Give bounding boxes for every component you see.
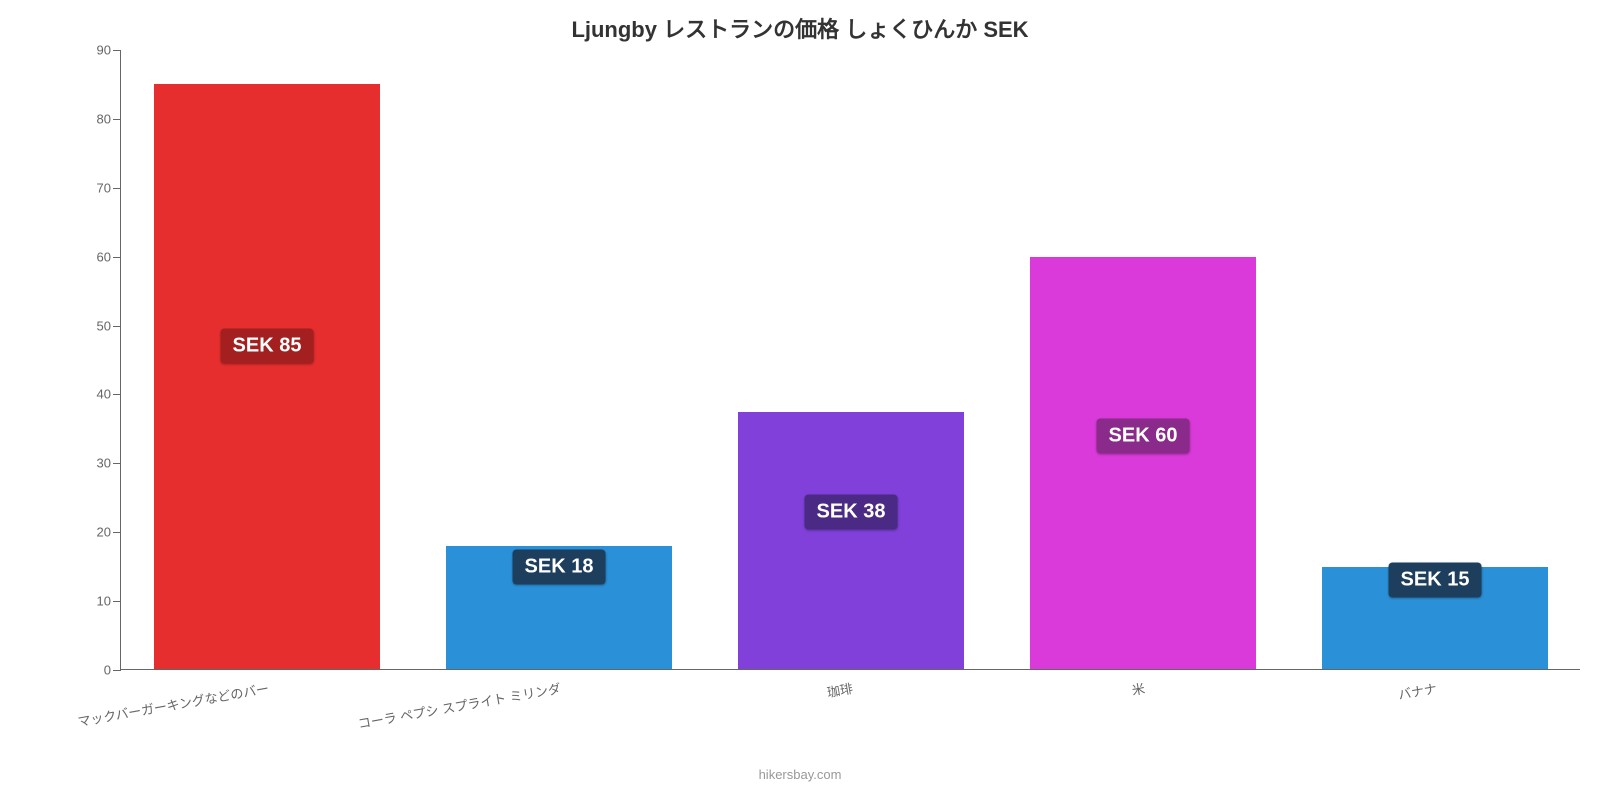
y-axis-label: 90 (81, 43, 111, 58)
y-axis-label: 80 (81, 111, 111, 126)
x-axis-label: バナナ (1397, 678, 1439, 703)
bar (737, 411, 965, 669)
y-tick (113, 601, 121, 602)
y-axis-label: 50 (81, 318, 111, 333)
bar-value-label: SEK 85 (221, 329, 314, 364)
y-tick (113, 188, 121, 189)
x-axis-label: 米 (1130, 678, 1146, 699)
y-axis-label: 20 (81, 525, 111, 540)
y-tick (113, 532, 121, 533)
y-tick (113, 119, 121, 120)
chart-title: Ljungby レストランの価格 しょくひんか SEK (0, 0, 1600, 44)
y-axis-label: 40 (81, 387, 111, 402)
bar (153, 83, 381, 669)
bar-value-label: SEK 18 (513, 549, 606, 584)
y-axis-label: 0 (81, 663, 111, 678)
y-axis-label: 10 (81, 594, 111, 609)
plot-area: 0102030405060708090SEK 85マックバーガーキングなどのバー… (120, 50, 1580, 670)
x-axis-label: 珈琲 (825, 678, 854, 701)
x-axis-label: コーラ ペプシ スプライト ミリンダ (356, 678, 562, 732)
y-tick (113, 257, 121, 258)
y-axis-label: 60 (81, 249, 111, 264)
bar-value-label: SEK 60 (1097, 418, 1190, 453)
chart-container: 0102030405060708090SEK 85マックバーガーキングなどのバー… (80, 50, 1580, 700)
y-axis-label: 70 (81, 180, 111, 195)
bar-value-label: SEK 38 (805, 494, 898, 529)
y-tick (113, 394, 121, 395)
x-axis-label: マックバーガーキングなどのバー (76, 678, 270, 730)
bar (1029, 256, 1257, 669)
y-tick (113, 326, 121, 327)
y-tick (113, 463, 121, 464)
chart-source: hikersbay.com (759, 767, 842, 782)
bar-value-label: SEK 15 (1389, 563, 1482, 598)
y-axis-label: 30 (81, 456, 111, 471)
y-tick (113, 670, 121, 671)
y-tick (113, 50, 121, 51)
